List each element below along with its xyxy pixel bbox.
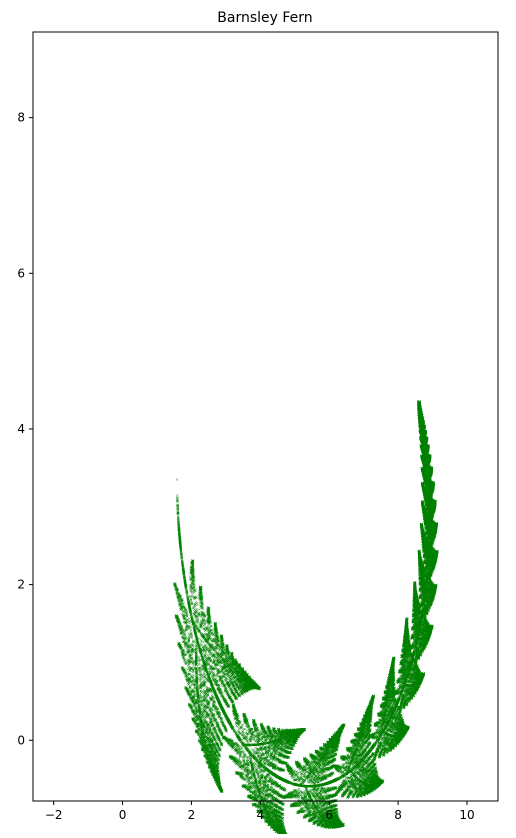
x-tick-label: 10 bbox=[459, 808, 474, 822]
y-tick-label: 4 bbox=[17, 422, 25, 436]
x-tick-label: 0 bbox=[119, 808, 127, 822]
axes: −2 0 2 4 6 8 10 0 2 4 6 8 bbox=[17, 111, 474, 822]
y-tick-label: 6 bbox=[17, 266, 25, 280]
fern-scatter-series bbox=[173, 400, 439, 838]
x-tick-label: −2 bbox=[45, 808, 63, 822]
plot-area-frame bbox=[32, 31, 499, 802]
y-tick-label: 2 bbox=[17, 578, 25, 592]
fern-points bbox=[173, 400, 439, 838]
x-tick-label: 8 bbox=[394, 808, 402, 822]
x-tick-label: 6 bbox=[325, 808, 333, 822]
chart-title: Barnsley Fern bbox=[217, 10, 312, 26]
x-tick-label: 4 bbox=[257, 808, 265, 822]
x-tick-label: 2 bbox=[188, 808, 196, 822]
y-tick-label: 0 bbox=[17, 733, 25, 747]
y-tick-label: 8 bbox=[17, 111, 25, 125]
